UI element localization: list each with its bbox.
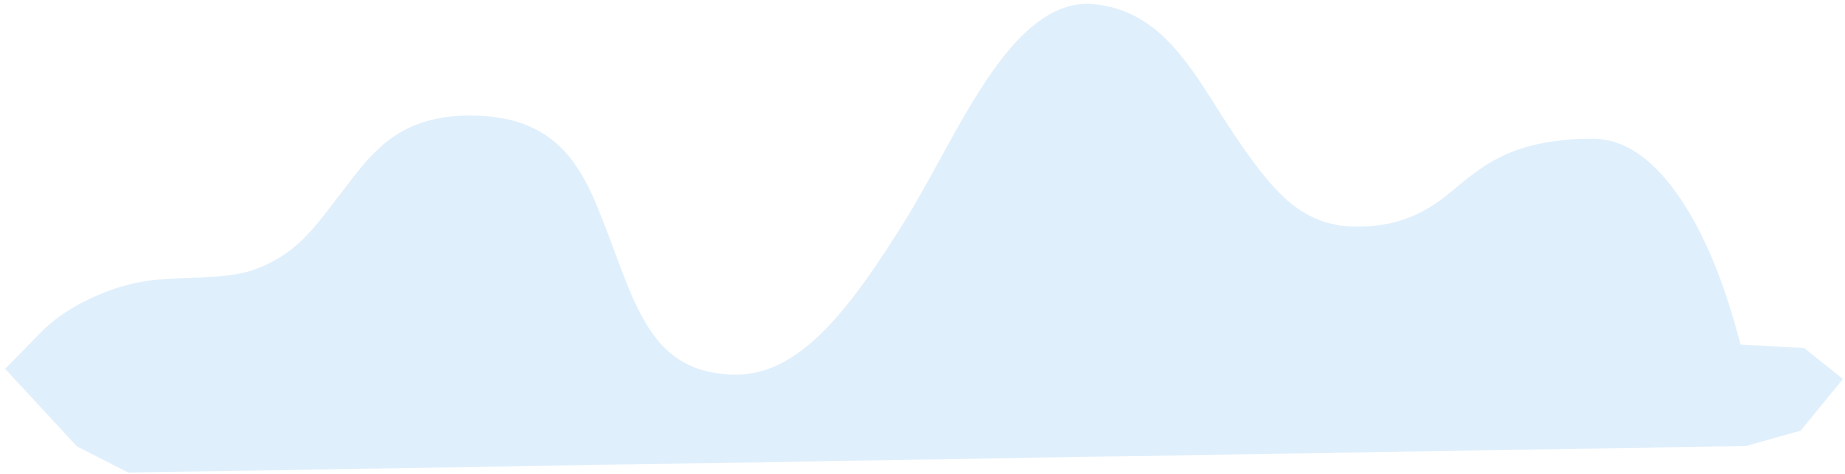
decorative-wave-svg	[1, 0, 1845, 474]
background-canvas	[1, 0, 1845, 474]
decorative-wave-shape	[1, 0, 1845, 474]
